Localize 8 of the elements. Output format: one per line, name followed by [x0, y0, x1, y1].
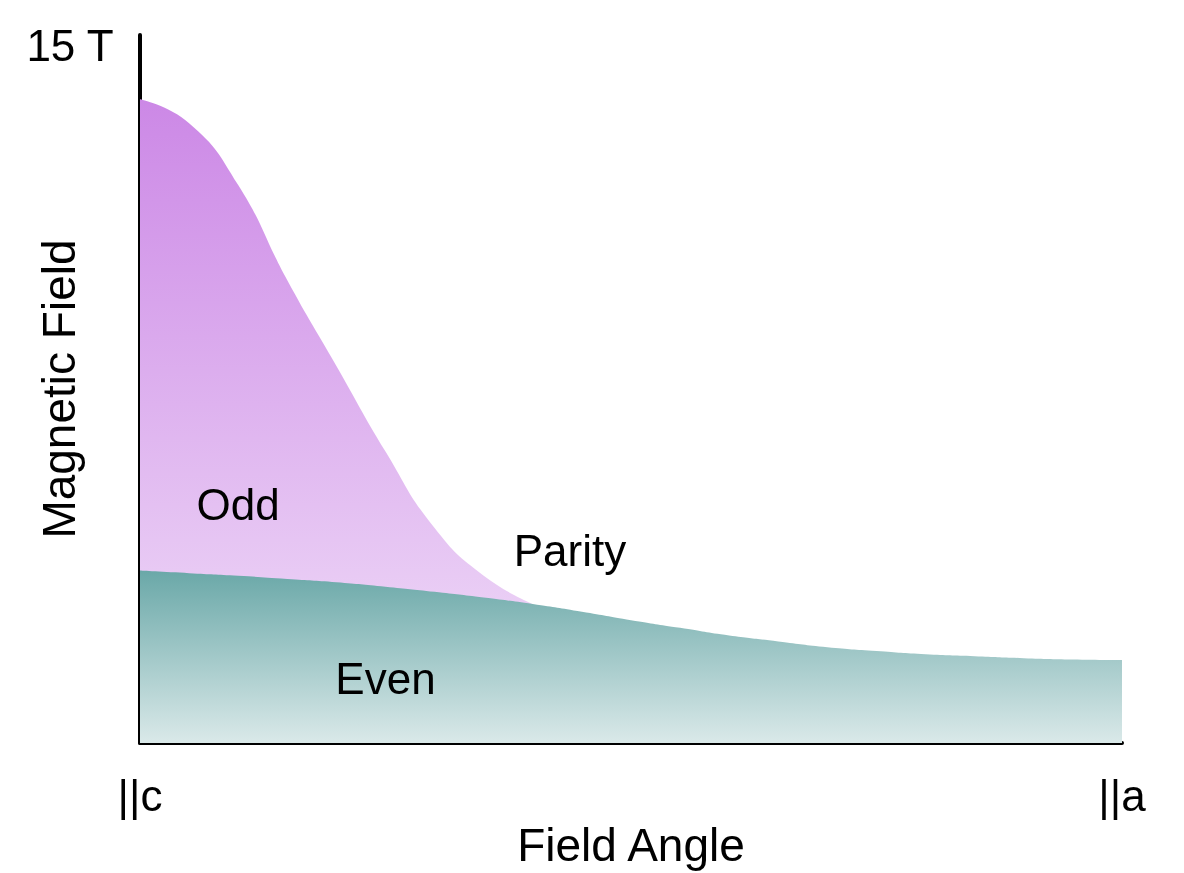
x-axis-title: Field Angle: [517, 819, 745, 871]
annotation: Parity: [513, 525, 627, 575]
text: 15 T: [26, 20, 114, 70]
y-axis-title: Magnetic Field: [33, 239, 85, 539]
series-label: Even: [335, 654, 436, 704]
x-tick-label: ||c: [117, 770, 163, 820]
series-label: Odd: [196, 480, 280, 530]
x-tick-label: ||a: [1098, 770, 1147, 820]
